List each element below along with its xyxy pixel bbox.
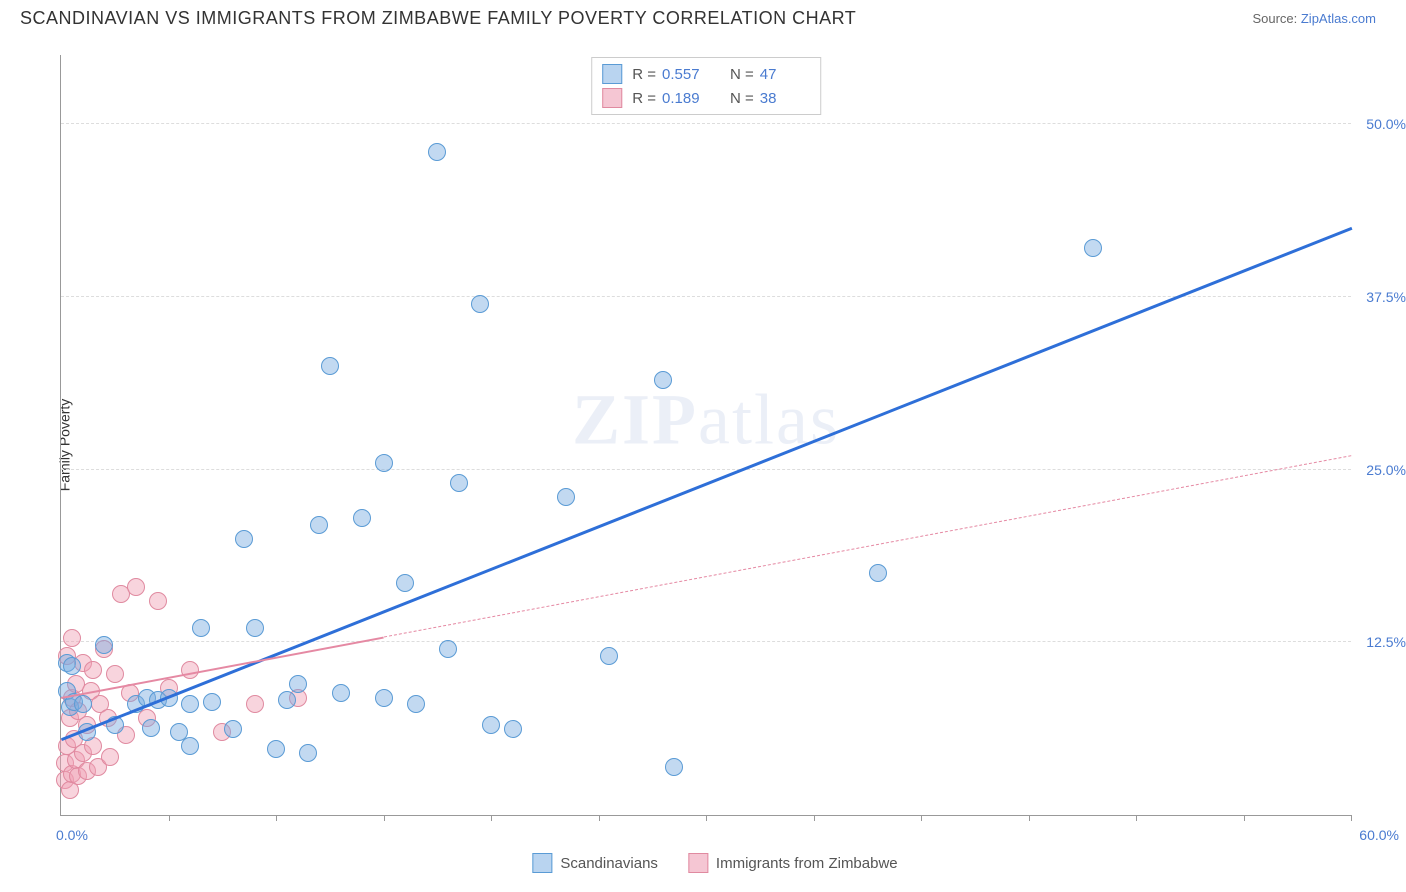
data-point [246, 695, 264, 713]
legend-swatch [602, 88, 622, 108]
data-point [289, 675, 307, 693]
data-point [375, 454, 393, 472]
y-tick-label: 12.5% [1356, 634, 1406, 650]
x-axis-max-label: 60.0% [1359, 827, 1399, 843]
trend-line [384, 455, 1352, 637]
data-point [192, 619, 210, 637]
data-point [471, 295, 489, 313]
legend-swatch [532, 853, 552, 873]
data-point [235, 530, 253, 548]
x-axis-min-label: 0.0% [56, 827, 88, 843]
data-point [299, 744, 317, 762]
data-point [439, 640, 457, 658]
data-point [654, 371, 672, 389]
source-link[interactable]: ZipAtlas.com [1301, 11, 1376, 26]
data-point [1084, 239, 1102, 257]
x-tick [814, 815, 815, 821]
n-value: 47 [760, 66, 810, 83]
data-point [278, 691, 296, 709]
data-point [181, 737, 199, 755]
watermark-light: atlas [698, 379, 840, 459]
data-point [600, 647, 618, 665]
y-tick-label: 50.0% [1356, 116, 1406, 132]
data-point [181, 695, 199, 713]
data-point [127, 578, 145, 596]
x-tick [706, 815, 707, 821]
gridline [61, 123, 1351, 124]
data-point [428, 143, 446, 161]
legend-series-label: Immigrants from Zimbabwe [716, 855, 898, 872]
legend-swatch [602, 64, 622, 84]
chart-title: SCANDINAVIAN VS IMMIGRANTS FROM ZIMBABWE… [20, 8, 856, 29]
legend-correlation-row: R = 0.189 N = 38 [602, 86, 810, 110]
legend-series-item: Immigrants from Zimbabwe [688, 853, 898, 873]
gridline [61, 296, 1351, 297]
data-point [95, 636, 113, 654]
legend-series-item: Scandinavians [532, 853, 658, 873]
data-point [224, 720, 242, 738]
chart-container: Family Poverty ZIPatlas R = 0.557N = 47R… [50, 45, 1380, 845]
data-point [332, 684, 350, 702]
n-label: N = [730, 90, 754, 107]
source-prefix: Source: [1252, 11, 1300, 26]
watermark-bold: ZIP [572, 379, 698, 459]
x-tick [1244, 815, 1245, 821]
data-point [101, 748, 119, 766]
gridline [61, 469, 1351, 470]
legend-correlation-row: R = 0.557 N = 47 [602, 62, 810, 86]
data-point [142, 719, 160, 737]
data-point [375, 689, 393, 707]
data-point [310, 516, 328, 534]
x-tick [1029, 815, 1030, 821]
data-point [482, 716, 500, 734]
data-point [84, 661, 102, 679]
x-tick [276, 815, 277, 821]
y-tick-label: 25.0% [1356, 462, 1406, 478]
n-label: N = [730, 66, 754, 83]
data-point [63, 657, 81, 675]
x-tick [169, 815, 170, 821]
n-value: 38 [760, 90, 810, 107]
plot-area: ZIPatlas R = 0.557N = 47R = 0.189N = 38 … [60, 55, 1351, 816]
legend-correlation: R = 0.557 N = 47 R = 0.189 N = 38 [591, 57, 821, 115]
data-point [203, 693, 221, 711]
data-point [149, 592, 167, 610]
legend-swatch [688, 853, 708, 873]
x-tick [384, 815, 385, 821]
source-attribution: Source: ZipAtlas.com [1252, 11, 1376, 26]
data-point [246, 619, 264, 637]
x-tick [921, 815, 922, 821]
data-point [450, 474, 468, 492]
r-label: R = [632, 66, 656, 83]
x-tick [599, 815, 600, 821]
watermark: ZIPatlas [572, 378, 840, 461]
data-point [396, 574, 414, 592]
data-point [869, 564, 887, 582]
data-point [63, 629, 81, 647]
y-tick-label: 37.5% [1356, 289, 1406, 305]
data-point [665, 758, 683, 776]
r-value: 0.557 [662, 66, 712, 83]
legend-series: Scandinavians Immigrants from Zimbabwe [532, 853, 897, 873]
gridline [61, 641, 1351, 642]
data-point [181, 661, 199, 679]
data-point [504, 720, 522, 738]
r-value: 0.189 [662, 90, 712, 107]
data-point [407, 695, 425, 713]
x-tick [1351, 815, 1352, 821]
data-point [353, 509, 371, 527]
r-label: R = [632, 90, 656, 107]
legend-series-label: Scandinavians [560, 855, 658, 872]
data-point [321, 357, 339, 375]
trend-line [61, 226, 1352, 740]
data-point [106, 665, 124, 683]
data-point [267, 740, 285, 758]
x-tick [491, 815, 492, 821]
x-tick [1136, 815, 1137, 821]
data-point [557, 488, 575, 506]
data-point [74, 695, 92, 713]
